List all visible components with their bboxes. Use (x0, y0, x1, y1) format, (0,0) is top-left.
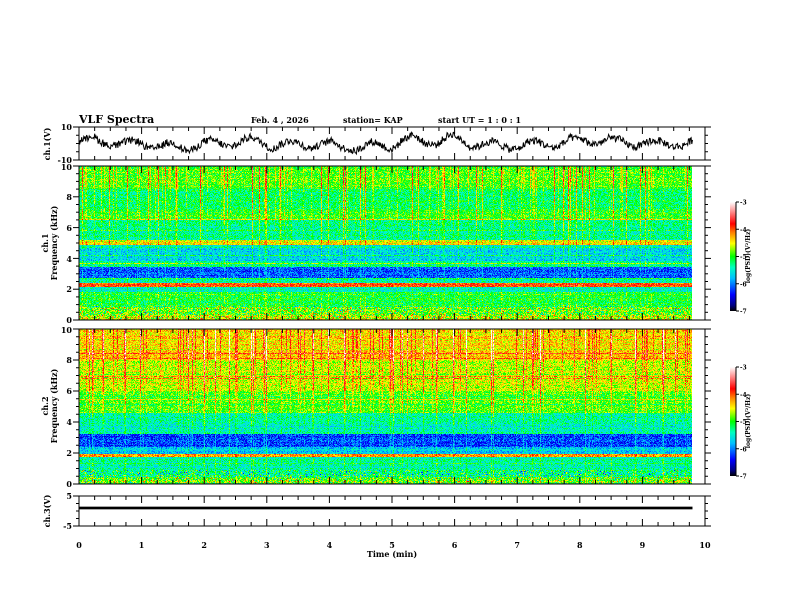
ch2-spec-ytick-0: 0 (66, 479, 72, 489)
colorbar-tick-label: -6 (740, 281, 747, 288)
ch1-spec-ytick-0: 0 (66, 315, 72, 325)
x-tick-label: 1 (139, 540, 145, 550)
x-tick-label: 7 (514, 540, 520, 550)
x-tick-label: 3 (264, 540, 270, 550)
colorbar-tick-label: -4 (740, 227, 747, 234)
x-tick-label: 5 (389, 540, 395, 550)
colorbar-2 (730, 367, 736, 476)
ch2-spec-ytick-8: 8 (66, 355, 72, 365)
start-time-label: start UT = 1 : 0 : 1 (438, 115, 522, 125)
panel-frame (78, 328, 706, 485)
x-tick-label: 9 (640, 540, 646, 550)
x-tick-label: 8 (577, 540, 583, 550)
ch1-spec-ylabel-2: Frequency (kHz) (49, 205, 59, 280)
ch2-spec-ytick-6: 6 (66, 386, 72, 396)
ch1-spec-ytick-8: 8 (66, 192, 72, 202)
xaxis-label: Time (min) (367, 549, 417, 559)
ch2-spec-ytick-2: 2 (66, 448, 72, 458)
ch1-ylabel: ch.1(V) (42, 127, 52, 160)
colorbar-tick-label: -7 (740, 474, 747, 481)
x-tick-label: 2 (201, 540, 207, 550)
ch2-spec-ytick-10: 10 (61, 325, 73, 335)
x-tick-label: 4 (327, 540, 333, 550)
colorbar-tick-label: -4 (740, 392, 747, 399)
x-tick-label: 10 (699, 540, 711, 550)
colorbar-tick-label: -5 (740, 419, 747, 426)
ch3-ytick-bottom: -5 (63, 521, 72, 531)
cb2-label: log(PSD)(V²/Hz) (745, 394, 752, 449)
ch1-spec-ytick-2: 2 (66, 284, 72, 294)
ch1-ytick-bottom: -10 (58, 155, 73, 165)
x-tick-label: 0 (76, 540, 82, 550)
ch2-spectrogram-image (79, 329, 692, 484)
ch1-spec-ytick-10: 10 (61, 162, 73, 172)
ch1-spectrogram-image (79, 166, 692, 320)
station-label: station= KAP (343, 115, 403, 125)
cb1-label: log(PSD)(V²/Hz) (745, 229, 752, 284)
ch1-spec-ylabel-1: ch.1 (40, 233, 50, 252)
ch3-ytick-top: 5 (66, 491, 72, 501)
panel-frame (78, 165, 706, 321)
chart-title: VLF Spectra (79, 113, 155, 126)
x-tick-label: 6 (452, 540, 458, 550)
colorbar-tick-label: -7 (740, 309, 747, 316)
ch2-spec-ylabel-2: Frequency (kHz) (49, 368, 59, 443)
ch2-spec-ylabel-1: ch.2 (40, 396, 50, 415)
ch1-ytick-top: 10 (61, 122, 73, 132)
ch1-spec-ytick-4: 4 (66, 254, 72, 264)
ch1-waveform-line (78, 131, 693, 156)
colorbar-tick-label: -6 (740, 446, 747, 453)
colorbar-tick-label: -5 (740, 254, 747, 261)
ch1-spec-ytick-6: 6 (66, 223, 72, 233)
ch3-waveform-band (79, 506, 693, 510)
ch2-spec-ytick-4: 4 (66, 417, 72, 427)
ch3-ylabel: ch.3(V) (42, 494, 52, 527)
colorbar-tick-label: -3 (740, 365, 747, 372)
date-label: Feb. 4 , 2026 (251, 115, 309, 125)
colorbar-1 (730, 202, 736, 311)
colorbar-tick-label: -3 (740, 200, 747, 207)
